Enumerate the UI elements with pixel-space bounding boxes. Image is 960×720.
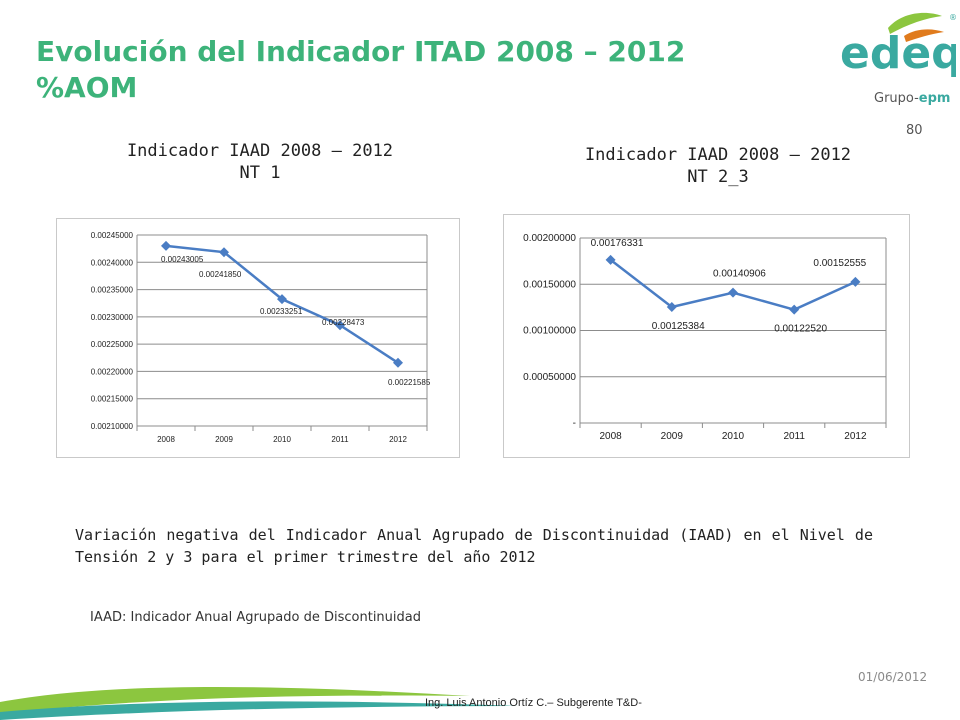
chart1-data-point [393, 357, 403, 368]
chart1-x-tick-label: 2012 [389, 435, 407, 444]
description-text: Variación negativa del Indicador Anual A… [75, 526, 873, 566]
chart2-svg: - 0.00050000 0.00100000 0.00150000 0.0020000… [523, 233, 887, 442]
chart1-title-line2: NT 1 [239, 163, 281, 183]
chart1-data-label: 0.00228473 [322, 318, 365, 327]
chart1-title-line1: Indicador IAAD 2008 – 2012 [126, 141, 394, 161]
chart1-data-label: 0.00243005 [161, 255, 204, 264]
chart2-x-tick-label: 2008 [599, 431, 622, 442]
logo-wordmark: edeq [840, 28, 956, 79]
chart1-svg: 0.00210000 0.00215000 0.00220000 0.00225000… [91, 231, 431, 444]
chart2-data-label: 0.00140906 [713, 269, 766, 280]
chart2-data-label: 0.00176331 [591, 238, 644, 249]
chart2-data-label: 0.00122520 [774, 324, 827, 335]
footnote-text: IAAD: Indicador Anual Agrupado de Discon… [90, 610, 421, 625]
chart2-x-tick-label: 2009 [661, 431, 684, 442]
chart2-y-tick-label: 0.00100000 [523, 326, 576, 337]
chart2-x-tick-label: 2012 [844, 431, 867, 442]
leaf-icon [888, 12, 942, 34]
chart1-x-tick-label: 2008 [157, 435, 175, 444]
chart2-title-line2: NT 2_3 [687, 167, 749, 187]
chart1-data-label: 0.00221585 [388, 378, 431, 387]
logo-registered: ® [949, 13, 956, 22]
chart1-x-tick-label: 2009 [215, 435, 233, 444]
edeq-logo-graphic: edeq ® Grupo-epm [840, 12, 960, 106]
chart2-y-tick-label: 0.00200000 [523, 233, 576, 244]
chart2-frame: - 0.00050000 0.00100000 0.00150000 0.0020000… [503, 214, 910, 458]
slide-title: Evolución del Indicador ITAD 2008 – 2012… [36, 34, 736, 106]
chart2-data-point [728, 287, 738, 298]
chart2-y-tick-label: - [573, 418, 576, 429]
chart2-data-point [789, 304, 800, 315]
chart1-title: Indicador IAAD 2008 – 2012 NT 1 [60, 140, 460, 184]
chart1-y-tick-label: 0.00220000 [91, 367, 134, 376]
chart1-y-tick-label: 0.00210000 [91, 422, 134, 431]
chart1-y-tick-label: 0.00235000 [91, 286, 134, 295]
chart1-y-tick-label: 0.00230000 [91, 313, 134, 322]
chart2-x-tick-label: 2010 [722, 431, 745, 442]
chart2-title-line1: Indicador IAAD 2008 – 2012 [584, 145, 852, 165]
chart2-y-tick-label: 0.00150000 [523, 279, 576, 290]
chart2-y-tick-label: 0.00050000 [523, 372, 576, 383]
chart1-data-point [219, 247, 229, 258]
chart1-data-point [161, 240, 171, 251]
chart1-y-tick-label: 0.00215000 [91, 395, 134, 404]
chart1-data-point [335, 320, 345, 331]
chart2-data-label: 0.00152555 [813, 258, 866, 269]
slide-title-line1: Evolución del Indicador ITAD 2008 – 2012 [36, 35, 686, 68]
chart1-x-tick-label: 2011 [331, 435, 349, 444]
logo-group-prefix: Grupo-epm [874, 91, 950, 106]
leaf-icon-orange [904, 29, 944, 42]
chart2-data-point [850, 276, 861, 287]
footer-swoosh-teal [0, 701, 520, 720]
chart2-title: Indicador IAAD 2008 – 2012 NT 2_3 [518, 144, 918, 188]
chart1-data-label: 0.00233251 [260, 307, 303, 316]
chart2-x-tick-label: 2011 [783, 431, 805, 442]
chart2-data-point [605, 254, 616, 265]
chart2-data-label: 0.00125384 [652, 321, 705, 332]
chart1-frame: 0.00210000 0.00215000 0.00220000 0.00225000… [56, 218, 460, 458]
chart1-y-tick-label: 0.00240000 [91, 258, 134, 267]
footer-swoosh-green [0, 687, 470, 714]
chart1-data-point [277, 294, 287, 305]
chart1-y-tick-label: 0.00245000 [91, 231, 134, 240]
chart1-data-label: 0.00241850 [199, 270, 242, 279]
slide-author: Ing. Luis Antonio Ortíz C.– Subgerente T… [425, 697, 642, 709]
slide-title-line2: %AOM [36, 71, 138, 104]
chart1-y-tick-label: 0.00225000 [91, 340, 134, 349]
footer-swoosh [0, 687, 520, 720]
edeq-logo: edeq ® Grupo-epm [830, 6, 960, 116]
chart2-data-point [666, 302, 677, 313]
chart1-x-tick-label: 2010 [273, 435, 291, 444]
slide-date: 01/06/2012 [858, 670, 928, 684]
page-number: 80 [906, 123, 923, 138]
